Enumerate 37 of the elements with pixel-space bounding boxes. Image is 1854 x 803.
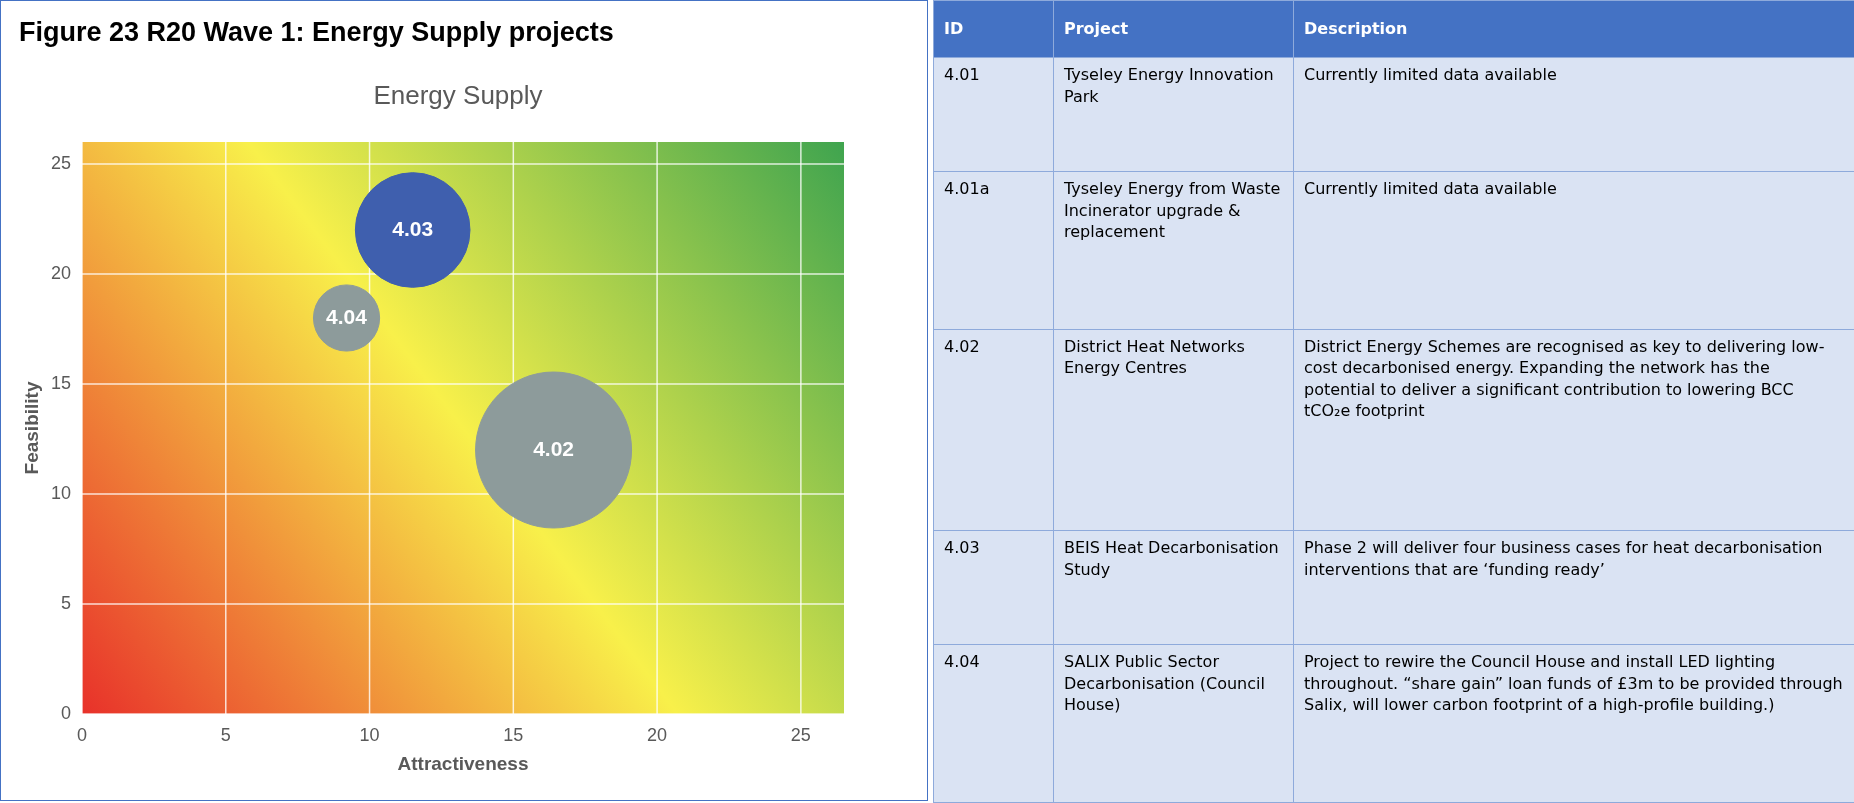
text: Currently limited data available (1293, 57, 1854, 172)
text: BEIS Heat Decarbonisation Study (1053, 530, 1294, 645)
annotation: 4.02 (533, 436, 575, 460)
y-axis-title: Feasibility (20, 381, 42, 475)
y-tick-label: 10 (50, 482, 71, 503)
x-tick-label: 15 (503, 724, 524, 745)
y-tick-label: 20 (50, 262, 71, 283)
text: Phase 2 will deliver four business cases for heat decarbonisation interventions that are ‘funding ready’ (1293, 530, 1854, 645)
text: 4.01 (933, 57, 1054, 172)
y-tick-label: 5 (60, 592, 71, 613)
category-label: ID (933, 0, 1054, 58)
text: Tyseley Energy Innovation Park (1053, 57, 1294, 172)
annotation: 4.04 (326, 304, 368, 328)
text: Tyseley Energy from Waste Incinerator upgrade & replacement (1053, 171, 1294, 330)
text: SALIX Public Sector Decarbonisation (Council House) (1053, 644, 1294, 803)
x-tick-label: 5 (220, 724, 231, 745)
text: 4.02 (933, 329, 1054, 531)
x-axis-title: Attractiveness (397, 753, 529, 775)
text: 4.03 (933, 530, 1054, 645)
x-tick-label: 25 (790, 724, 811, 745)
y-tick-label: 0 (60, 702, 71, 723)
text: Project to rewire the Council House and install LED lighting throughout. “share gain” loan funds of £3m to be provided through Salix, will lower carbon footprint of a high-profile building.) (1293, 644, 1854, 803)
x-tick-label: 0 (76, 724, 88, 745)
chart-subtitle: Energy Supply (373, 79, 543, 110)
category-label: Description (1293, 0, 1854, 58)
y-tick-label: 25 (50, 152, 71, 173)
category-label: Project (1053, 0, 1294, 58)
x-tick-label: 10 (359, 724, 380, 745)
text: District Energy Schemes are recognised as key to delivering low-cost decarbonised energy. Expanding the network has the potential to deliver a significant contribution to lowering BCC tCO₂e footprint (1293, 329, 1854, 531)
x-tick-label: 20 (647, 724, 668, 745)
y-tick-label: 15 (50, 372, 71, 393)
annotation: 4.03 (392, 216, 434, 240)
text: 4.01a (933, 171, 1054, 330)
text: Currently limited data available (1293, 171, 1854, 330)
chart-title: Figure 23 R20 Wave 1: Energy Supply projects (19, 17, 614, 48)
text: District Heat Networks Energy Centres (1053, 329, 1294, 531)
text: 4.04 (933, 644, 1054, 803)
